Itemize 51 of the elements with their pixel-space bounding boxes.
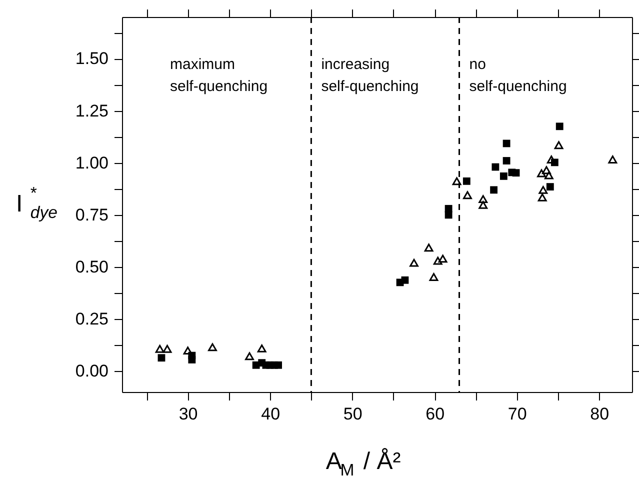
point <box>556 122 564 130</box>
point <box>512 169 520 177</box>
point <box>438 254 448 263</box>
y-tick-label: 1.00 <box>75 153 108 172</box>
point <box>544 171 554 180</box>
annotation: increasing self-quenching <box>321 56 419 95</box>
point <box>183 346 192 355</box>
point <box>490 186 498 194</box>
x-tick-label: 60 <box>426 404 445 424</box>
point <box>158 354 166 362</box>
point <box>433 256 442 265</box>
point <box>554 141 564 150</box>
annotation: no self-quenching <box>469 56 567 95</box>
point <box>546 183 554 190</box>
point <box>429 273 438 281</box>
annotation: maximum self-quenching <box>170 56 268 95</box>
point <box>492 163 500 171</box>
y-tick-label: 0.75 <box>75 205 108 224</box>
point <box>538 193 547 202</box>
point <box>478 195 488 204</box>
point <box>463 191 472 200</box>
point <box>424 244 434 252</box>
point <box>502 157 510 164</box>
point <box>410 258 418 267</box>
y-tick-label: 0.50 <box>75 258 108 276</box>
point <box>608 156 618 164</box>
point <box>208 343 217 352</box>
point <box>162 344 172 353</box>
point <box>537 169 546 178</box>
point <box>478 200 488 209</box>
x-tick-label: 40 <box>261 404 280 424</box>
y-tick-label: 0.25 <box>75 310 108 329</box>
x-tick-label: 50 <box>343 404 362 424</box>
point <box>462 177 470 185</box>
point <box>538 186 548 194</box>
point <box>502 140 510 148</box>
point <box>452 177 462 186</box>
point <box>155 344 164 353</box>
point <box>274 361 282 369</box>
y-tick-label: 0.00 <box>75 362 108 381</box>
x-tick-label: 80 <box>590 404 610 424</box>
point <box>245 352 254 360</box>
point <box>542 166 551 174</box>
x-tick-label: 70 <box>508 404 527 424</box>
point <box>257 344 266 352</box>
point <box>401 276 409 284</box>
y-tick-label: 1.25 <box>75 101 108 120</box>
y-tick-label: 1.50 <box>75 49 108 68</box>
point <box>500 172 508 180</box>
x-tick-label: 30 <box>178 404 198 424</box>
point <box>444 204 452 212</box>
